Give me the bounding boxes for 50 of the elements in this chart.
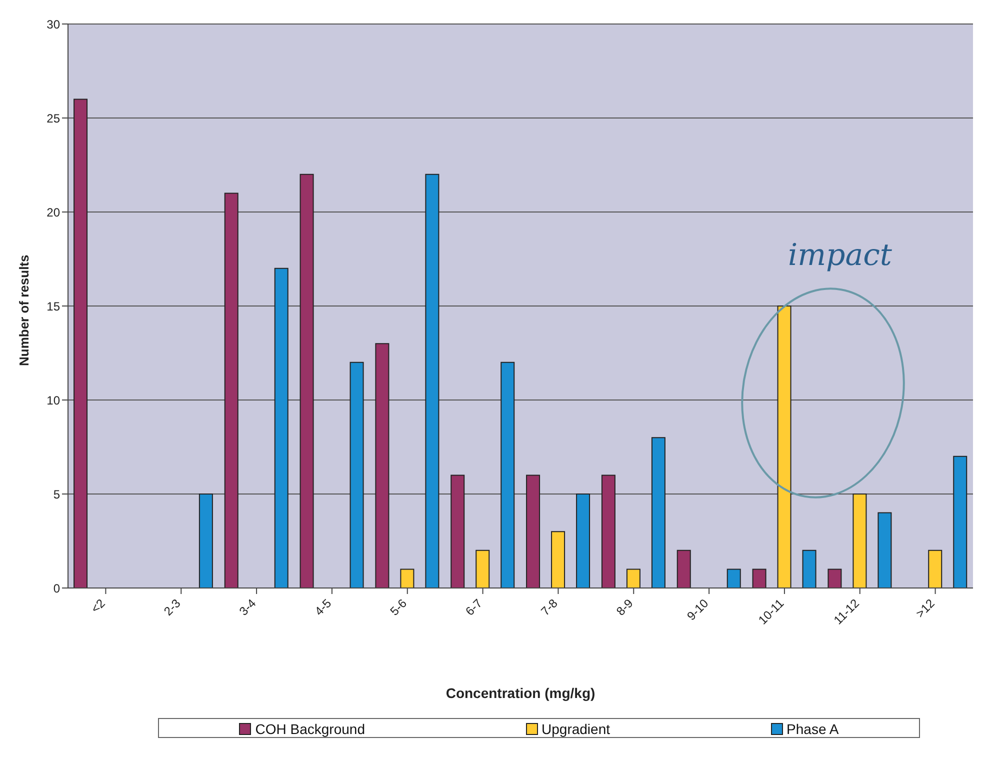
x-tick-label: 2-3 <box>161 596 184 618</box>
bar <box>500 362 515 588</box>
bar <box>726 568 741 588</box>
x-axis-title: Concentration (mg/kg) <box>446 685 596 701</box>
x-tick-label: 8-9 <box>614 596 636 618</box>
bar <box>350 362 364 588</box>
x-tick-label: 3-4 <box>236 596 259 618</box>
bar <box>476 550 490 588</box>
bar <box>274 268 288 588</box>
y-tick-label: 0 <box>53 581 60 596</box>
y-tick-label: 5 <box>53 487 60 502</box>
x-tick-label: >12 <box>913 596 938 621</box>
x-tick-label: 5-6 <box>387 596 410 618</box>
bar <box>878 512 892 588</box>
bar <box>198 494 213 588</box>
bar <box>450 474 465 588</box>
bar <box>74 98 88 588</box>
bar <box>300 174 314 588</box>
annotation: impact <box>788 238 892 273</box>
bar <box>928 550 942 588</box>
bar <box>375 343 390 588</box>
y-tick-label: 10 <box>46 393 60 408</box>
bar <box>777 306 792 588</box>
x-tick-label: <2 <box>88 596 108 616</box>
bar <box>224 192 238 588</box>
y-tick-label: 20 <box>46 205 60 220</box>
bar <box>526 474 540 588</box>
bar <box>626 568 640 588</box>
legend-label: Upgradient <box>540 721 610 737</box>
bar <box>828 568 842 588</box>
bar <box>400 568 414 588</box>
x-tick-label: 7-8 <box>538 596 561 618</box>
bar <box>576 494 590 588</box>
y-tick-label: 25 <box>46 111 60 126</box>
bar <box>601 474 616 588</box>
bar <box>651 437 666 588</box>
bar <box>802 550 816 588</box>
legend-label: COH Background <box>254 721 365 737</box>
x-tick-label: 4-5 <box>312 596 334 618</box>
y-tick-label: 15 <box>46 299 60 314</box>
bar <box>551 531 566 588</box>
bar <box>752 568 766 588</box>
x-tick-label: 6-7 <box>462 596 486 618</box>
bar <box>676 550 691 588</box>
bar <box>852 494 867 588</box>
bar <box>953 456 968 588</box>
y-axis-title: Number of results <box>16 254 32 366</box>
y-tick-label: 30 <box>46 17 60 32</box>
legend-label: Phase A <box>786 721 839 737</box>
bar <box>425 174 440 588</box>
